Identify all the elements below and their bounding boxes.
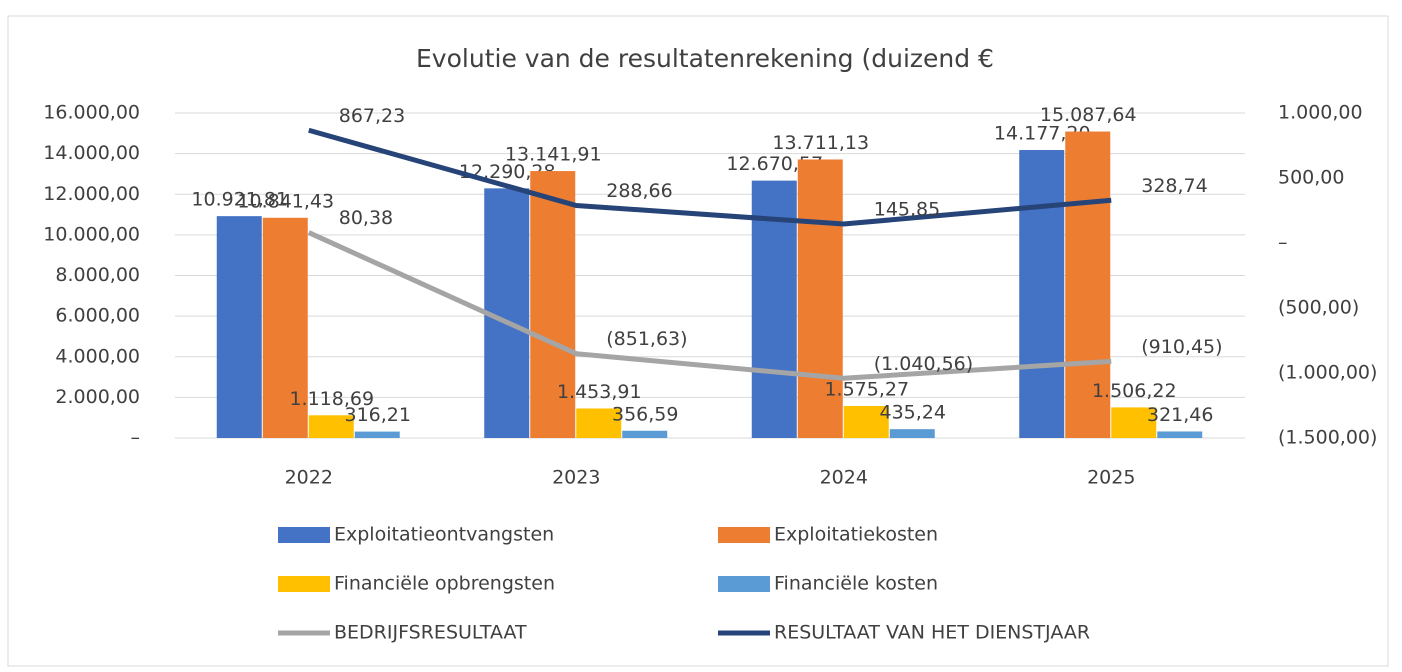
legend-label: RESULTAAT VAN HET DIENSTJAAR bbox=[774, 622, 1090, 644]
chart-title: Evolutie van de resultatenrekening (duiz… bbox=[416, 44, 994, 73]
data-label: 1.575,27 bbox=[824, 379, 909, 401]
y-tick-label: 16.000,00 bbox=[43, 102, 140, 124]
data-label: 1.506,22 bbox=[1092, 380, 1177, 402]
data-label: 321,46 bbox=[1147, 404, 1213, 426]
bar bbox=[576, 408, 622, 438]
y2-tick-label: – bbox=[1278, 232, 1288, 254]
data-label: 288,66 bbox=[606, 180, 672, 202]
y-tick-label: 10.000,00 bbox=[43, 223, 140, 245]
data-label: 145,85 bbox=[874, 199, 940, 221]
y-tick-label: – bbox=[131, 427, 141, 449]
bar bbox=[797, 159, 843, 438]
y-tick-label: 8.000,00 bbox=[55, 264, 140, 286]
y-tick-label: 4.000,00 bbox=[55, 345, 140, 367]
bar bbox=[354, 431, 400, 438]
y2-tick-label: (500,00) bbox=[1278, 297, 1359, 319]
x-tick-label: 2023 bbox=[552, 467, 600, 489]
data-label: (1.040,56) bbox=[874, 353, 973, 375]
data-label: 15.087,64 bbox=[1040, 104, 1137, 126]
y-tick-label: 14.000,00 bbox=[43, 142, 140, 164]
data-label: 13.711,13 bbox=[772, 132, 869, 154]
line bbox=[307, 230, 1112, 381]
legend-label: Exploitatiekosten bbox=[774, 524, 938, 546]
line bbox=[308, 127, 1112, 227]
y-tick-label: 6.000,00 bbox=[55, 305, 140, 327]
y2-tick-label: 500,00 bbox=[1278, 167, 1344, 189]
bar bbox=[308, 415, 354, 438]
data-label: 867,23 bbox=[339, 105, 405, 127]
bar bbox=[843, 406, 889, 438]
legend-swatch bbox=[718, 576, 770, 592]
data-label: 328,74 bbox=[1141, 175, 1207, 197]
bar bbox=[889, 429, 935, 438]
bar bbox=[622, 430, 668, 438]
data-label: 435,24 bbox=[880, 402, 946, 424]
bar bbox=[1111, 407, 1157, 438]
data-label: 316,21 bbox=[345, 404, 411, 426]
x-tick-label: 2025 bbox=[1087, 467, 1135, 489]
bar bbox=[1157, 431, 1203, 438]
data-label: 80,38 bbox=[339, 207, 393, 229]
data-label: 1.453,91 bbox=[557, 381, 642, 403]
data-label: (851,63) bbox=[606, 328, 687, 350]
x-tick-label: 2022 bbox=[285, 467, 333, 489]
data-label: 13.141,91 bbox=[505, 144, 602, 166]
data-label: 10.921,81 bbox=[191, 189, 288, 211]
legend-label: BEDRIJFSRESULTAAT bbox=[334, 622, 527, 644]
y-tick-label: 2.000,00 bbox=[55, 386, 140, 408]
bar bbox=[1019, 150, 1065, 438]
bar bbox=[216, 216, 262, 438]
bar bbox=[530, 171, 576, 439]
y2-tick-label: 1.000,00 bbox=[1278, 102, 1363, 124]
bar bbox=[1065, 131, 1111, 438]
bar bbox=[262, 217, 308, 438]
bar bbox=[751, 180, 797, 439]
y-tick-label: 12.000,00 bbox=[43, 183, 140, 205]
y2-tick-label: (1.500,00) bbox=[1278, 427, 1377, 449]
y2-tick-label: (1.000,00) bbox=[1278, 362, 1377, 384]
legend-swatch bbox=[278, 576, 330, 592]
data-label: 1.118,69 bbox=[289, 388, 374, 410]
legend-label: Financiële opbrengsten bbox=[334, 573, 555, 595]
x-tick-label: 2024 bbox=[820, 467, 868, 489]
data-label: 356,59 bbox=[612, 403, 678, 425]
legend-swatch bbox=[718, 527, 770, 543]
legend-label: Exploitatieontvangsten bbox=[334, 524, 554, 546]
data-label: 10.841,43 bbox=[237, 190, 334, 212]
legend-swatch bbox=[278, 527, 330, 543]
legend-label: Financiële kosten bbox=[774, 573, 938, 595]
data-label: (910,45) bbox=[1141, 336, 1222, 358]
